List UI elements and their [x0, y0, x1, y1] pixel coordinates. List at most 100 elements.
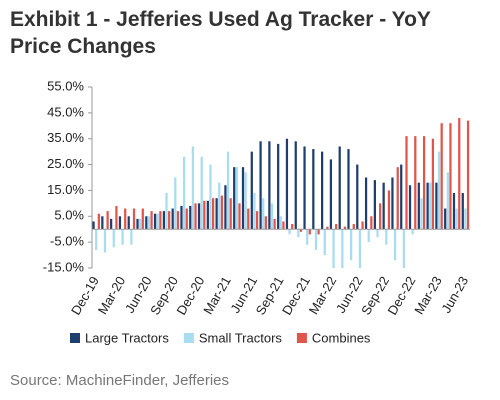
y-tick-label: 45.0% [47, 104, 84, 119]
bar [422, 136, 426, 230]
bar [262, 198, 265, 230]
bar [446, 172, 449, 230]
bar [461, 193, 464, 230]
bar [338, 146, 341, 230]
bar [176, 211, 180, 230]
y-tick-label: 55.0% [47, 78, 84, 93]
bar [194, 203, 197, 230]
bar [215, 198, 218, 230]
bar [303, 146, 306, 230]
bar [174, 177, 177, 230]
bar [405, 136, 408, 230]
bar [200, 156, 203, 230]
bar [455, 208, 458, 230]
bar [156, 213, 159, 230]
bar [235, 167, 238, 230]
bar [259, 141, 262, 230]
bar [130, 229, 133, 245]
bar [373, 180, 376, 230]
bar [385, 229, 388, 245]
bar [247, 208, 250, 230]
bar [376, 229, 379, 237]
bar [150, 211, 153, 230]
bar [141, 208, 144, 230]
bar [449, 123, 452, 230]
bar [332, 229, 335, 268]
bar [253, 193, 256, 230]
x-tick-label: Jun-23 [438, 274, 471, 316]
bar [255, 211, 259, 230]
bar [417, 182, 420, 230]
bar [110, 218, 113, 230]
bar [206, 200, 209, 230]
bar [238, 203, 241, 230]
bar [233, 167, 236, 230]
bar [147, 216, 151, 230]
bar [387, 190, 391, 230]
bar [444, 208, 447, 230]
bar [350, 229, 353, 261]
chart: -15.0% -5.0% 5.0% 15.0% 25.0% 35.0% 45.0% 55.0%… [43, 78, 471, 345]
bar [400, 164, 403, 230]
bar [224, 185, 227, 230]
bar [370, 216, 373, 230]
bar [297, 229, 300, 237]
bar [396, 167, 399, 230]
bar [294, 141, 297, 230]
bar [308, 229, 311, 235]
bar [124, 208, 127, 230]
bar [452, 193, 456, 230]
bar [411, 229, 414, 235]
bar [458, 118, 461, 230]
bar [391, 177, 394, 230]
bar [229, 198, 232, 230]
bar [306, 229, 309, 245]
bar [139, 218, 142, 230]
bar [402, 229, 405, 268]
legend-swatch [70, 333, 80, 343]
bar [209, 164, 212, 230]
bar [153, 213, 157, 230]
bar [437, 151, 441, 230]
bar [197, 203, 201, 230]
y-tick-label: 35.0% [47, 130, 84, 145]
bar [466, 120, 470, 230]
bar [347, 149, 350, 230]
bar [320, 151, 324, 230]
bar [367, 229, 370, 243]
bar [352, 224, 355, 230]
bar [112, 229, 115, 248]
bar [435, 182, 438, 230]
bar [103, 229, 107, 253]
bar [291, 224, 294, 230]
bar [101, 216, 104, 230]
bar [145, 216, 148, 230]
bar [414, 136, 417, 230]
bar [323, 229, 326, 256]
legend-label: Combines [312, 330, 371, 345]
bar [268, 141, 271, 230]
bar [218, 182, 221, 230]
bar [97, 213, 100, 230]
bar [356, 164, 359, 230]
bar [312, 149, 315, 230]
bar [92, 221, 95, 230]
bar [171, 208, 174, 230]
bar [326, 226, 329, 230]
bar [429, 182, 432, 230]
bar [343, 226, 347, 230]
bar [203, 200, 206, 230]
bar [299, 229, 303, 232]
y-tick-label: 25.0% [47, 156, 84, 171]
bar [420, 198, 423, 230]
bar [426, 182, 429, 230]
bar [115, 205, 118, 230]
bar [185, 208, 188, 230]
bar [241, 167, 245, 230]
legend-swatch [183, 333, 194, 343]
bar [277, 143, 280, 230]
legend-label: Large Tractors [85, 330, 169, 345]
bar [382, 182, 385, 230]
bar [226, 151, 230, 230]
